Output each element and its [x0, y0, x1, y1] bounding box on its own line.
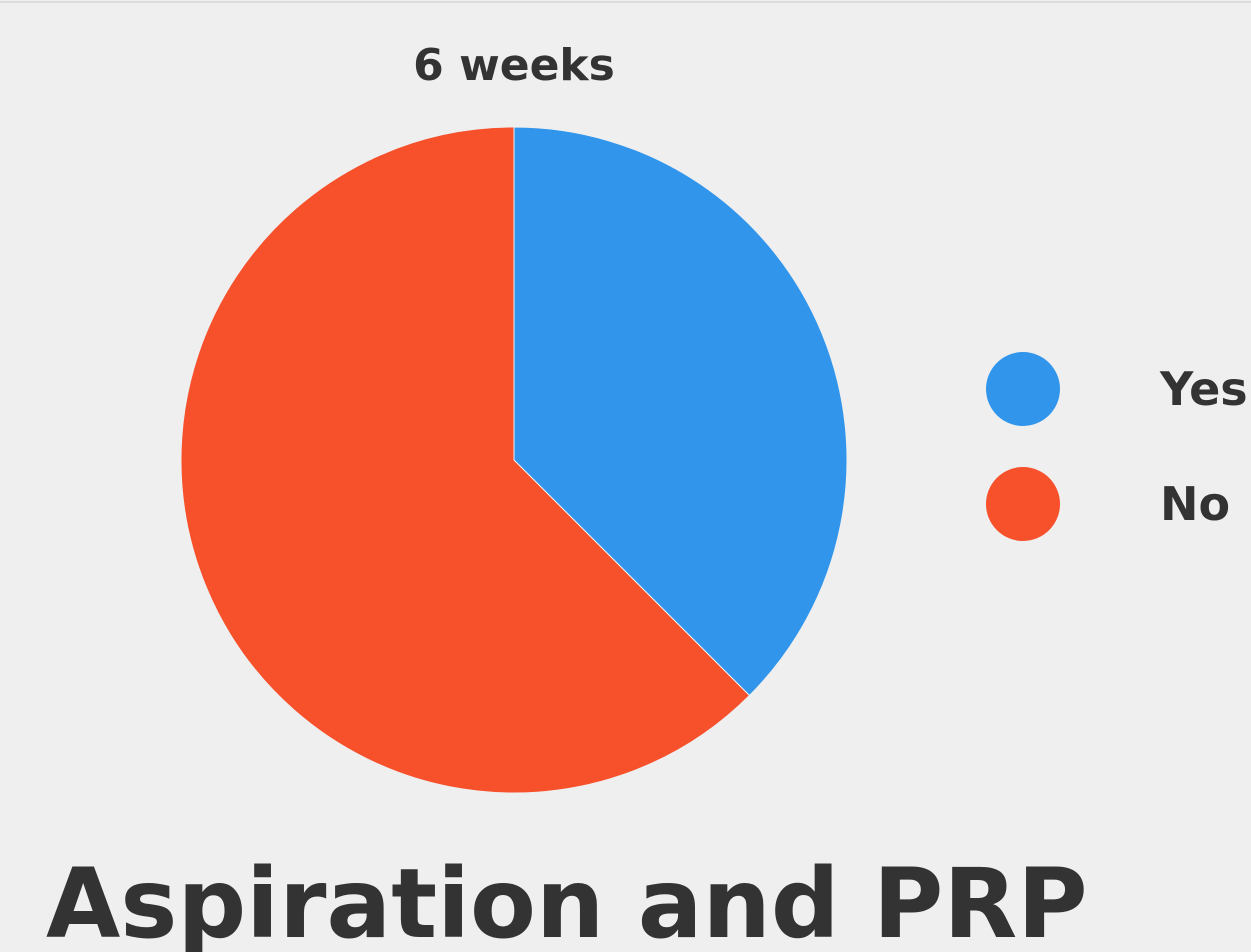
chart-title: 6 weeks — [413, 40, 615, 91]
legend-swatch — [986, 352, 1060, 426]
legend-label: No — [1160, 477, 1230, 531]
pie-slice — [513, 126, 848, 697]
legend-swatch — [986, 467, 1060, 541]
heading: Aspiration and PRP — [46, 848, 1088, 952]
pie-slice — [180, 126, 751, 794]
legend-label: Yes — [1159, 362, 1248, 416]
